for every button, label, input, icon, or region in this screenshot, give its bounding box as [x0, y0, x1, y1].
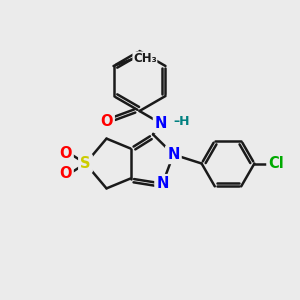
Text: CH₃: CH₃ [133, 52, 157, 65]
Text: O: O [59, 146, 72, 160]
Text: S: S [80, 156, 91, 171]
Text: –H: –H [174, 115, 190, 128]
Text: N: N [167, 147, 180, 162]
Text: Cl: Cl [268, 156, 284, 171]
Text: O: O [100, 114, 113, 129]
Text: O: O [59, 167, 72, 182]
Text: N: N [155, 116, 167, 131]
Text: N: N [156, 176, 169, 191]
